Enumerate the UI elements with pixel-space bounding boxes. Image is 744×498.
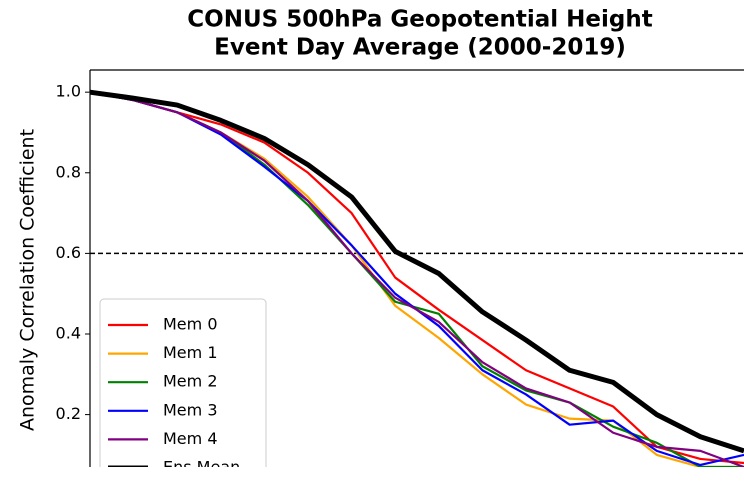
y-axis-label: Anomaly Correlation Coefficient xyxy=(17,129,39,431)
legend-label: Mem 4 xyxy=(163,429,218,448)
y-tick-label: 0.8 xyxy=(56,162,81,181)
y-tick-label: 0.4 xyxy=(56,323,81,342)
plot-area: 0.2 0.4 0.6 0.8 1.0 Mem 0 Mem 1 Mem 2 Mem 3 Mem 4… xyxy=(56,69,744,477)
legend: Mem 0 Mem 1 Mem 2 Mem 3 Mem 4 Ens Mean xyxy=(99,298,267,477)
y-tick-label: 1.0 xyxy=(56,82,81,101)
series-line xyxy=(89,91,744,467)
chart-title: Event Day Average (2000-2019) xyxy=(214,35,626,61)
legend-box xyxy=(99,298,267,467)
series-line xyxy=(89,91,744,465)
legend-label: Mem 2 xyxy=(163,372,218,391)
legend-label: Mem 1 xyxy=(163,343,218,362)
legend-label: Ens Mean xyxy=(163,458,240,477)
y-tick-label: 0.6 xyxy=(56,243,81,262)
legend-label: Mem 0 xyxy=(163,315,218,334)
y-tick-label: 0.2 xyxy=(56,404,81,423)
series-line xyxy=(89,89,744,454)
chart-title: CONUS 500hPa Geopotential Height xyxy=(187,7,652,33)
legend-label: Mem 3 xyxy=(163,400,218,419)
